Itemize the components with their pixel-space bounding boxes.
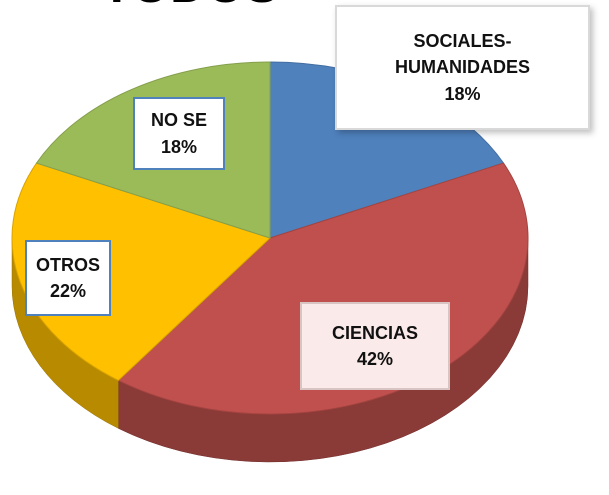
chart-title: TODOS — [102, 0, 279, 13]
percent-label: 18% — [444, 83, 481, 104]
data-label: OTROS 22% — [25, 240, 111, 316]
category-label: CIENCIAS — [332, 322, 419, 343]
percent-label: 22% — [49, 281, 87, 301]
category-label: OTROS — [35, 254, 100, 275]
data-label: CIENCIAS 42% — [300, 302, 450, 390]
data-label: SOCIALES-HUMANIDADES 18% — [335, 5, 590, 130]
data-label: NO SE 18% — [133, 97, 225, 170]
category-label: NO SE — [150, 110, 207, 131]
category-label: SOCIALES-HUMANIDADES — [395, 31, 530, 78]
percent-label: 18% — [160, 136, 198, 157]
percent-label: 42% — [356, 349, 394, 369]
